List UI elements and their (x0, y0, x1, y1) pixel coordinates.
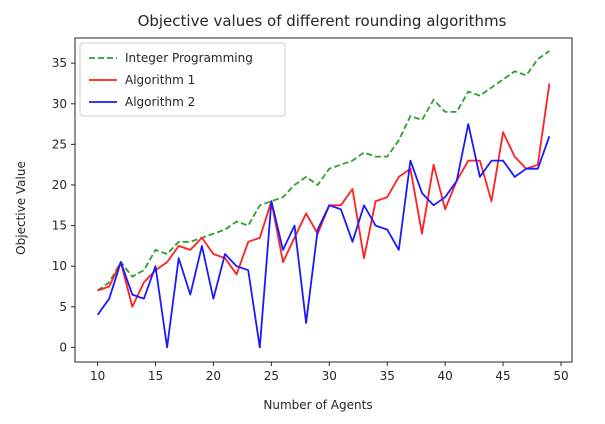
x-tick-label: 10 (90, 369, 105, 383)
x-tick-label: 50 (553, 369, 568, 383)
series-line-algorithm-1 (97, 83, 551, 308)
y-tick-label: 15 (52, 219, 67, 233)
chart-title: Objective values of different rounding a… (138, 12, 507, 30)
y-tick-label: 5 (59, 300, 67, 314)
legend: Integer Programming Algorithm 1 Algorithm … (79, 42, 286, 117)
y-tick-label: 0 (59, 340, 67, 354)
y-tick-label: 10 (52, 259, 67, 273)
legend-box (79, 42, 286, 117)
y-tick-label: 30 (52, 97, 67, 111)
x-tick-label: 25 (264, 369, 279, 383)
plot-area (96, 50, 551, 349)
x-tick-label: 30 (322, 369, 337, 383)
y-tick-label: 35 (52, 56, 67, 70)
series-line-algorithm-2 (96, 123, 551, 349)
legend-label: Integer Programming (125, 51, 253, 65)
x-tick-label: 20 (206, 369, 221, 383)
legend-label: Algorithm 1 (125, 73, 195, 87)
x-axis: 10 15 20 25 30 35 40 45 50 (90, 362, 569, 383)
x-tick-label: 35 (380, 369, 395, 383)
x-tick-label: 15 (148, 369, 163, 383)
series-line-integer-programming (97, 50, 550, 292)
axes-frame (74, 37, 573, 363)
x-axis-title: Number of Agents (263, 398, 372, 412)
x-tick-label: 45 (495, 369, 510, 383)
y-axis-title: Objective Value (14, 161, 28, 255)
y-tick-label: 20 (52, 178, 67, 192)
x-tick-label: 40 (438, 369, 453, 383)
legend-label: Algorithm 2 (125, 95, 195, 109)
y-tick-label: 25 (52, 137, 67, 151)
y-axis: 0 5 10 15 20 25 30 35 (52, 56, 75, 354)
